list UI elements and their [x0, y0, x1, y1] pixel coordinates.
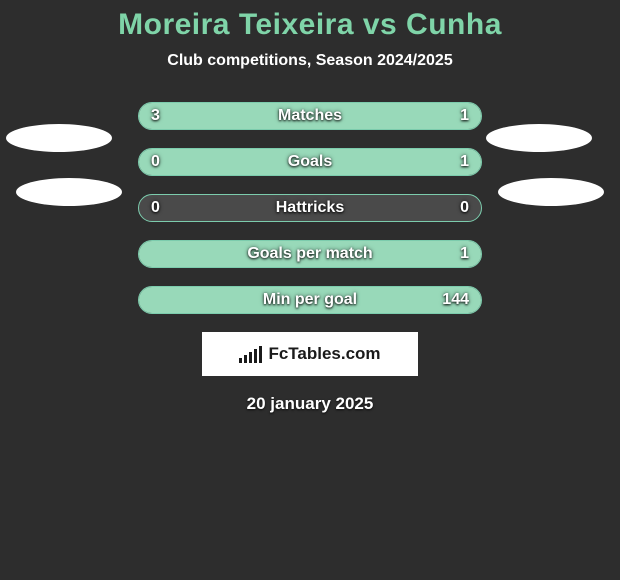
decorative-ellipse — [486, 124, 592, 152]
stat-value-right: 1 — [460, 241, 469, 267]
decorative-ellipse — [16, 178, 122, 206]
stat-bar: Matches31 — [138, 102, 482, 130]
logo-bars-icon — [239, 345, 262, 363]
bar-fill-right — [139, 241, 481, 267]
decorative-ellipse — [6, 124, 112, 152]
logo-text: FcTables.com — [268, 344, 380, 364]
stat-value-left: 3 — [151, 103, 160, 129]
stat-bar: Goals01 — [138, 148, 482, 176]
comparison-infographic: Moreira Teixeira vs Cunha Club competiti… — [0, 0, 620, 580]
stat-row: Min per goal144 — [0, 286, 620, 314]
subtitle: Club competitions, Season 2024/2025 — [0, 52, 620, 70]
date-text: 20 january 2025 — [0, 394, 620, 414]
bar-fill-right — [139, 149, 481, 175]
stat-row: Goals per match1 — [0, 240, 620, 268]
stat-value-right: 144 — [442, 287, 469, 313]
stat-bar: Goals per match1 — [138, 240, 482, 268]
stat-label: Hattricks — [139, 195, 481, 221]
bar-fill-right — [139, 287, 481, 313]
decorative-ellipse — [498, 178, 604, 206]
stat-row: Goals01 — [0, 148, 620, 176]
stat-value-right: 1 — [460, 103, 469, 129]
logo-box: FcTables.com — [202, 332, 418, 376]
stat-value-right: 0 — [460, 195, 469, 221]
stat-bar: Hattricks0 0 — [138, 194, 482, 222]
stat-bar: Min per goal144 — [138, 286, 482, 314]
bar-fill-left — [139, 103, 396, 129]
stat-value-right: 1 — [460, 149, 469, 175]
stat-value-left: 0 — [151, 149, 160, 175]
stat-value-left: 0 — [151, 195, 160, 221]
page-title: Moreira Teixeira vs Cunha — [0, 0, 620, 42]
